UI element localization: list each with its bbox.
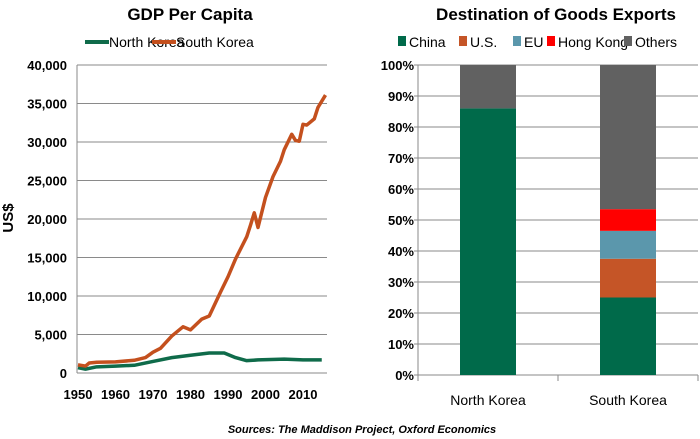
x-tick-label: 2010 <box>289 387 318 402</box>
y-tick-label: 5,000 <box>34 328 67 343</box>
y-tick-label: 30,000 <box>27 135 67 150</box>
y-tick-label: 100% <box>381 58 415 73</box>
legend-label: U.S. <box>470 34 497 50</box>
x-category-label: North Korea <box>450 392 526 408</box>
y-tick-label: 60% <box>388 182 414 197</box>
y-tick-label: 20,000 <box>27 212 67 227</box>
y-tick-label: 15,000 <box>27 251 67 266</box>
y-tick-label: 70% <box>388 151 414 166</box>
legend-swatch <box>513 36 521 46</box>
y-tick-label: 80% <box>388 120 414 135</box>
x-tick-label: 2000 <box>251 387 280 402</box>
y-tick-label: 10% <box>388 337 414 352</box>
legend-label: China <box>409 34 446 50</box>
legend-label: Hong Kong <box>558 34 628 50</box>
legend-swatch <box>547 36 555 46</box>
y-tick-label: 35,000 <box>27 97 67 112</box>
y-tick-label: 40,000 <box>27 58 67 73</box>
legend-label: Others <box>635 34 677 50</box>
y-tick-label: 30% <box>388 275 414 290</box>
y-tick-label: 90% <box>388 89 414 104</box>
y-tick-label: 40% <box>388 244 414 259</box>
x-tick-label: 1950 <box>64 387 93 402</box>
legend-swatch <box>398 36 406 46</box>
legend-label: EU <box>524 34 543 50</box>
bar-segment-hong-kong <box>600 209 656 231</box>
x-tick-label: 1970 <box>139 387 168 402</box>
y-tick-label: 25,000 <box>27 174 67 189</box>
y-tick-label: 50% <box>388 213 414 228</box>
y-tick-label: 0 <box>60 366 67 381</box>
series-line-north-korea <box>77 351 322 371</box>
bar-segment-others <box>460 65 516 109</box>
series-line-south-korea <box>77 94 327 368</box>
legend-swatch <box>624 36 632 46</box>
y-tick-label: 20% <box>388 306 414 321</box>
source-note: Sources: The Maddison Project, Oxford Ec… <box>228 424 496 436</box>
exports-chart-title: Destination of Goods Exports <box>436 5 676 24</box>
legend-label: South Korea <box>176 34 254 50</box>
bar-segment-eu <box>600 230 656 259</box>
y-tick-label: 10,000 <box>27 289 67 304</box>
legend-swatch <box>459 36 467 46</box>
bar-segment-others <box>600 65 656 210</box>
y-tick-label: 0% <box>395 368 414 383</box>
x-tick-label: 1980 <box>176 387 205 402</box>
x-category-label: South Korea <box>589 392 667 408</box>
bar-segment-china <box>600 297 656 375</box>
gdp-y-axis-label: US$ <box>0 203 17 233</box>
x-tick-label: 1990 <box>214 387 243 402</box>
bar-segment-u-s- <box>600 258 656 298</box>
x-tick-label: 1960 <box>101 387 130 402</box>
legend-label: North Korea <box>109 34 185 50</box>
bar-segment-china <box>460 108 516 376</box>
gdp-chart-title: GDP Per Capita <box>127 5 253 24</box>
